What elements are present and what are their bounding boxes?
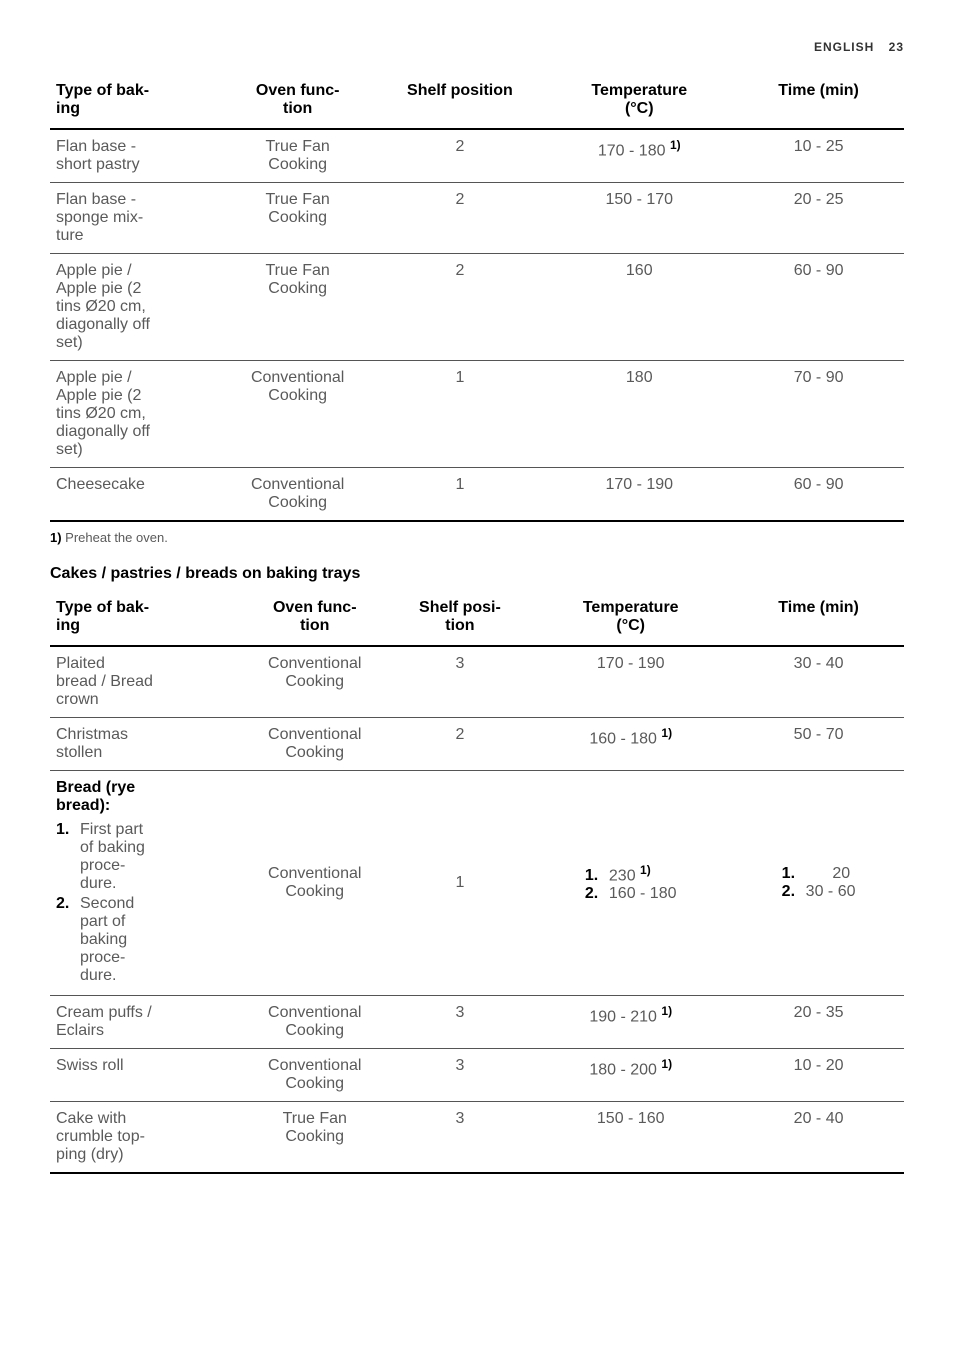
table-row: Apple pie /Apple pie (2tins Ø20 cm,diago… bbox=[50, 361, 904, 468]
cell-type: Bread (ryebread):1.First partof bakingpr… bbox=[50, 771, 238, 996]
cell-type: Christmasstollen bbox=[50, 718, 238, 771]
baking-table-2: Type of bak-ingOven func-tionShelf posi-… bbox=[50, 591, 904, 1174]
cell-temp: 170 - 190 bbox=[528, 646, 733, 718]
header-lang: ENGLISH bbox=[814, 40, 874, 54]
footnote-marker: 1) bbox=[50, 530, 62, 545]
cell-temp: 150 - 160 bbox=[528, 1102, 733, 1174]
cell-shelf: 2 bbox=[375, 254, 546, 361]
cell-time: 20 - 40 bbox=[733, 1102, 904, 1174]
table-row: Cream puffs /EclairsConventionalCooking3… bbox=[50, 996, 904, 1049]
cell-temp: 1.230 1)2.160 - 180 bbox=[528, 771, 733, 996]
cell-type: Plaitedbread / Breadcrown bbox=[50, 646, 238, 718]
cell-type: Swiss roll bbox=[50, 1049, 238, 1102]
cell-temp: 170 - 190 bbox=[545, 468, 733, 522]
table-row: Swiss rollConventionalCooking3180 - 200 … bbox=[50, 1049, 904, 1102]
cell-shelf: 3 bbox=[392, 646, 529, 718]
baking-table-1: Type of bak-ingOven func-tionShelf posit… bbox=[50, 74, 904, 522]
table-row: Apple pie /Apple pie (2tins Ø20 cm,diago… bbox=[50, 254, 904, 361]
cell-time: 50 - 70 bbox=[733, 718, 904, 771]
cell-time: 10 - 20 bbox=[733, 1049, 904, 1102]
cell-shelf: 3 bbox=[392, 1102, 529, 1174]
cell-shelf: 2 bbox=[375, 129, 546, 183]
table-header: Temperature(°C) bbox=[528, 591, 733, 646]
table-header: Shelf position bbox=[375, 74, 546, 129]
cell-temp: 180 bbox=[545, 361, 733, 468]
table-header: Time (min) bbox=[733, 74, 904, 129]
table-header: Oven func-tion bbox=[221, 74, 375, 129]
table-header: Temperature(°C) bbox=[545, 74, 733, 129]
cell-func: True FanCooking bbox=[221, 129, 375, 183]
cell-temp: 150 - 170 bbox=[545, 183, 733, 254]
cell-time: 30 - 40 bbox=[733, 646, 904, 718]
footnote-1: 1) Preheat the oven. bbox=[50, 530, 904, 545]
table-header: Oven func-tion bbox=[238, 591, 392, 646]
cell-type: Flan base -sponge mix-ture bbox=[50, 183, 221, 254]
table-row: ChristmasstollenConventionalCooking2160 … bbox=[50, 718, 904, 771]
table-row: Cake withcrumble top-ping (dry)True FanC… bbox=[50, 1102, 904, 1174]
cell-shelf: 3 bbox=[392, 996, 529, 1049]
cell-func: True FanCooking bbox=[221, 183, 375, 254]
cell-temp: 160 bbox=[545, 254, 733, 361]
cell-func: ConventionalCooking bbox=[221, 361, 375, 468]
cell-type: Apple pie /Apple pie (2tins Ø20 cm,diago… bbox=[50, 254, 221, 361]
cell-time: 20 - 25 bbox=[733, 183, 904, 254]
cell-func: ConventionalCooking bbox=[238, 1049, 392, 1102]
cell-shelf: 2 bbox=[392, 718, 529, 771]
table-header: Time (min) bbox=[733, 591, 904, 646]
table-row: Flan base -sponge mix-tureTrue FanCookin… bbox=[50, 183, 904, 254]
cell-temp: 190 - 210 1) bbox=[528, 996, 733, 1049]
cell-type: Flan base -short pastry bbox=[50, 129, 221, 183]
table-header: Shelf posi-tion bbox=[392, 591, 529, 646]
cell-shelf: 3 bbox=[392, 1049, 529, 1102]
cell-func: True FanCooking bbox=[238, 1102, 392, 1174]
cell-temp: 180 - 200 1) bbox=[528, 1049, 733, 1102]
table-row: Flan base -short pastryTrue FanCooking21… bbox=[50, 129, 904, 183]
cell-temp: 170 - 180 1) bbox=[545, 129, 733, 183]
cell-temp: 160 - 180 1) bbox=[528, 718, 733, 771]
cell-func: True FanCooking bbox=[221, 254, 375, 361]
table-row: CheesecakeConventionalCooking1170 - 1906… bbox=[50, 468, 904, 522]
page-header: ENGLISH 23 bbox=[50, 40, 904, 54]
cell-time: 1. 202.30 - 60 bbox=[733, 771, 904, 996]
cell-type: Cream puffs /Eclairs bbox=[50, 996, 238, 1049]
footnote-text: Preheat the oven. bbox=[62, 530, 168, 545]
cell-shelf: 1 bbox=[375, 468, 546, 522]
table-header: Type of bak-ing bbox=[50, 591, 238, 646]
table-row: Plaitedbread / BreadcrownConventionalCoo… bbox=[50, 646, 904, 718]
cell-shelf: 1 bbox=[392, 771, 529, 996]
cell-func: ConventionalCooking bbox=[238, 996, 392, 1049]
cell-func: ConventionalCooking bbox=[221, 468, 375, 522]
cell-func: ConventionalCooking bbox=[238, 646, 392, 718]
cell-time: 60 - 90 bbox=[733, 254, 904, 361]
cell-func: ConventionalCooking bbox=[238, 771, 392, 996]
cell-time: 70 - 90 bbox=[733, 361, 904, 468]
cell-shelf: 2 bbox=[375, 183, 546, 254]
cell-shelf: 1 bbox=[375, 361, 546, 468]
cell-type: Cheesecake bbox=[50, 468, 221, 522]
section-heading: Cakes / pastries / breads on baking tray… bbox=[50, 565, 904, 583]
cell-type: Cake withcrumble top-ping (dry) bbox=[50, 1102, 238, 1174]
table-header: Type of bak-ing bbox=[50, 74, 221, 129]
cell-type: Apple pie /Apple pie (2tins Ø20 cm,diago… bbox=[50, 361, 221, 468]
header-page: 23 bbox=[889, 40, 904, 54]
table-row: Bread (ryebread):1.First partof bakingpr… bbox=[50, 771, 904, 996]
cell-time: 60 - 90 bbox=[733, 468, 904, 522]
cell-time: 10 - 25 bbox=[733, 129, 904, 183]
cell-func: ConventionalCooking bbox=[238, 718, 392, 771]
cell-time: 20 - 35 bbox=[733, 996, 904, 1049]
